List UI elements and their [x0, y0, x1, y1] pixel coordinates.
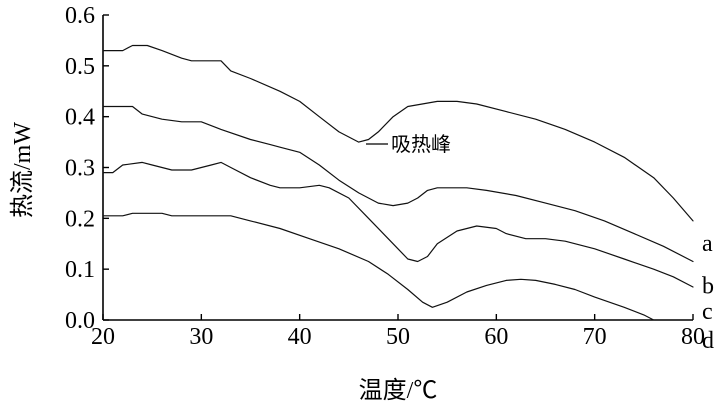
x-tick-label: 50 [386, 324, 410, 350]
series-line-a [102, 44, 694, 222]
series-label-c: c [702, 299, 713, 325]
y-tick-label: 0.4 [65, 105, 95, 131]
annotation: 吸热峰 [366, 133, 451, 156]
y-tick-label: 0.1 [65, 257, 95, 283]
series-label-b: b [702, 274, 714, 300]
series-label-d: d [702, 328, 714, 354]
x-tick-label: 30 [189, 324, 213, 350]
x-axis-title: 温度/℃ [359, 377, 438, 404]
x-tick-label: 20 [91, 324, 115, 350]
x-tick-label: 80 [681, 324, 705, 350]
y-tick-label: 0.5 [65, 54, 95, 80]
x-tick-label: 70 [583, 324, 607, 350]
x-tick-label: 60 [484, 324, 508, 350]
series-line-d [102, 212, 655, 321]
y-tick-label: 0.3 [65, 156, 95, 182]
y-tick-label: 0.0 [65, 308, 95, 334]
annotation-text: 吸热峰 [391, 133, 451, 156]
ticks: 20 30 40 50 60 70 80 0.0 0.1 0.2 0.3 0.4 0.5 0.6 [65, 3, 705, 350]
series-line-b [102, 105, 694, 263]
series-label-a: a [702, 231, 713, 257]
x-tick-label: 40 [288, 324, 312, 350]
series-line-c [102, 161, 694, 288]
y-tick-label: 0.6 [65, 3, 95, 29]
series [102, 44, 694, 321]
y-axis-title: 热流/mW [9, 122, 36, 218]
y-tick-label: 0.2 [65, 206, 95, 232]
